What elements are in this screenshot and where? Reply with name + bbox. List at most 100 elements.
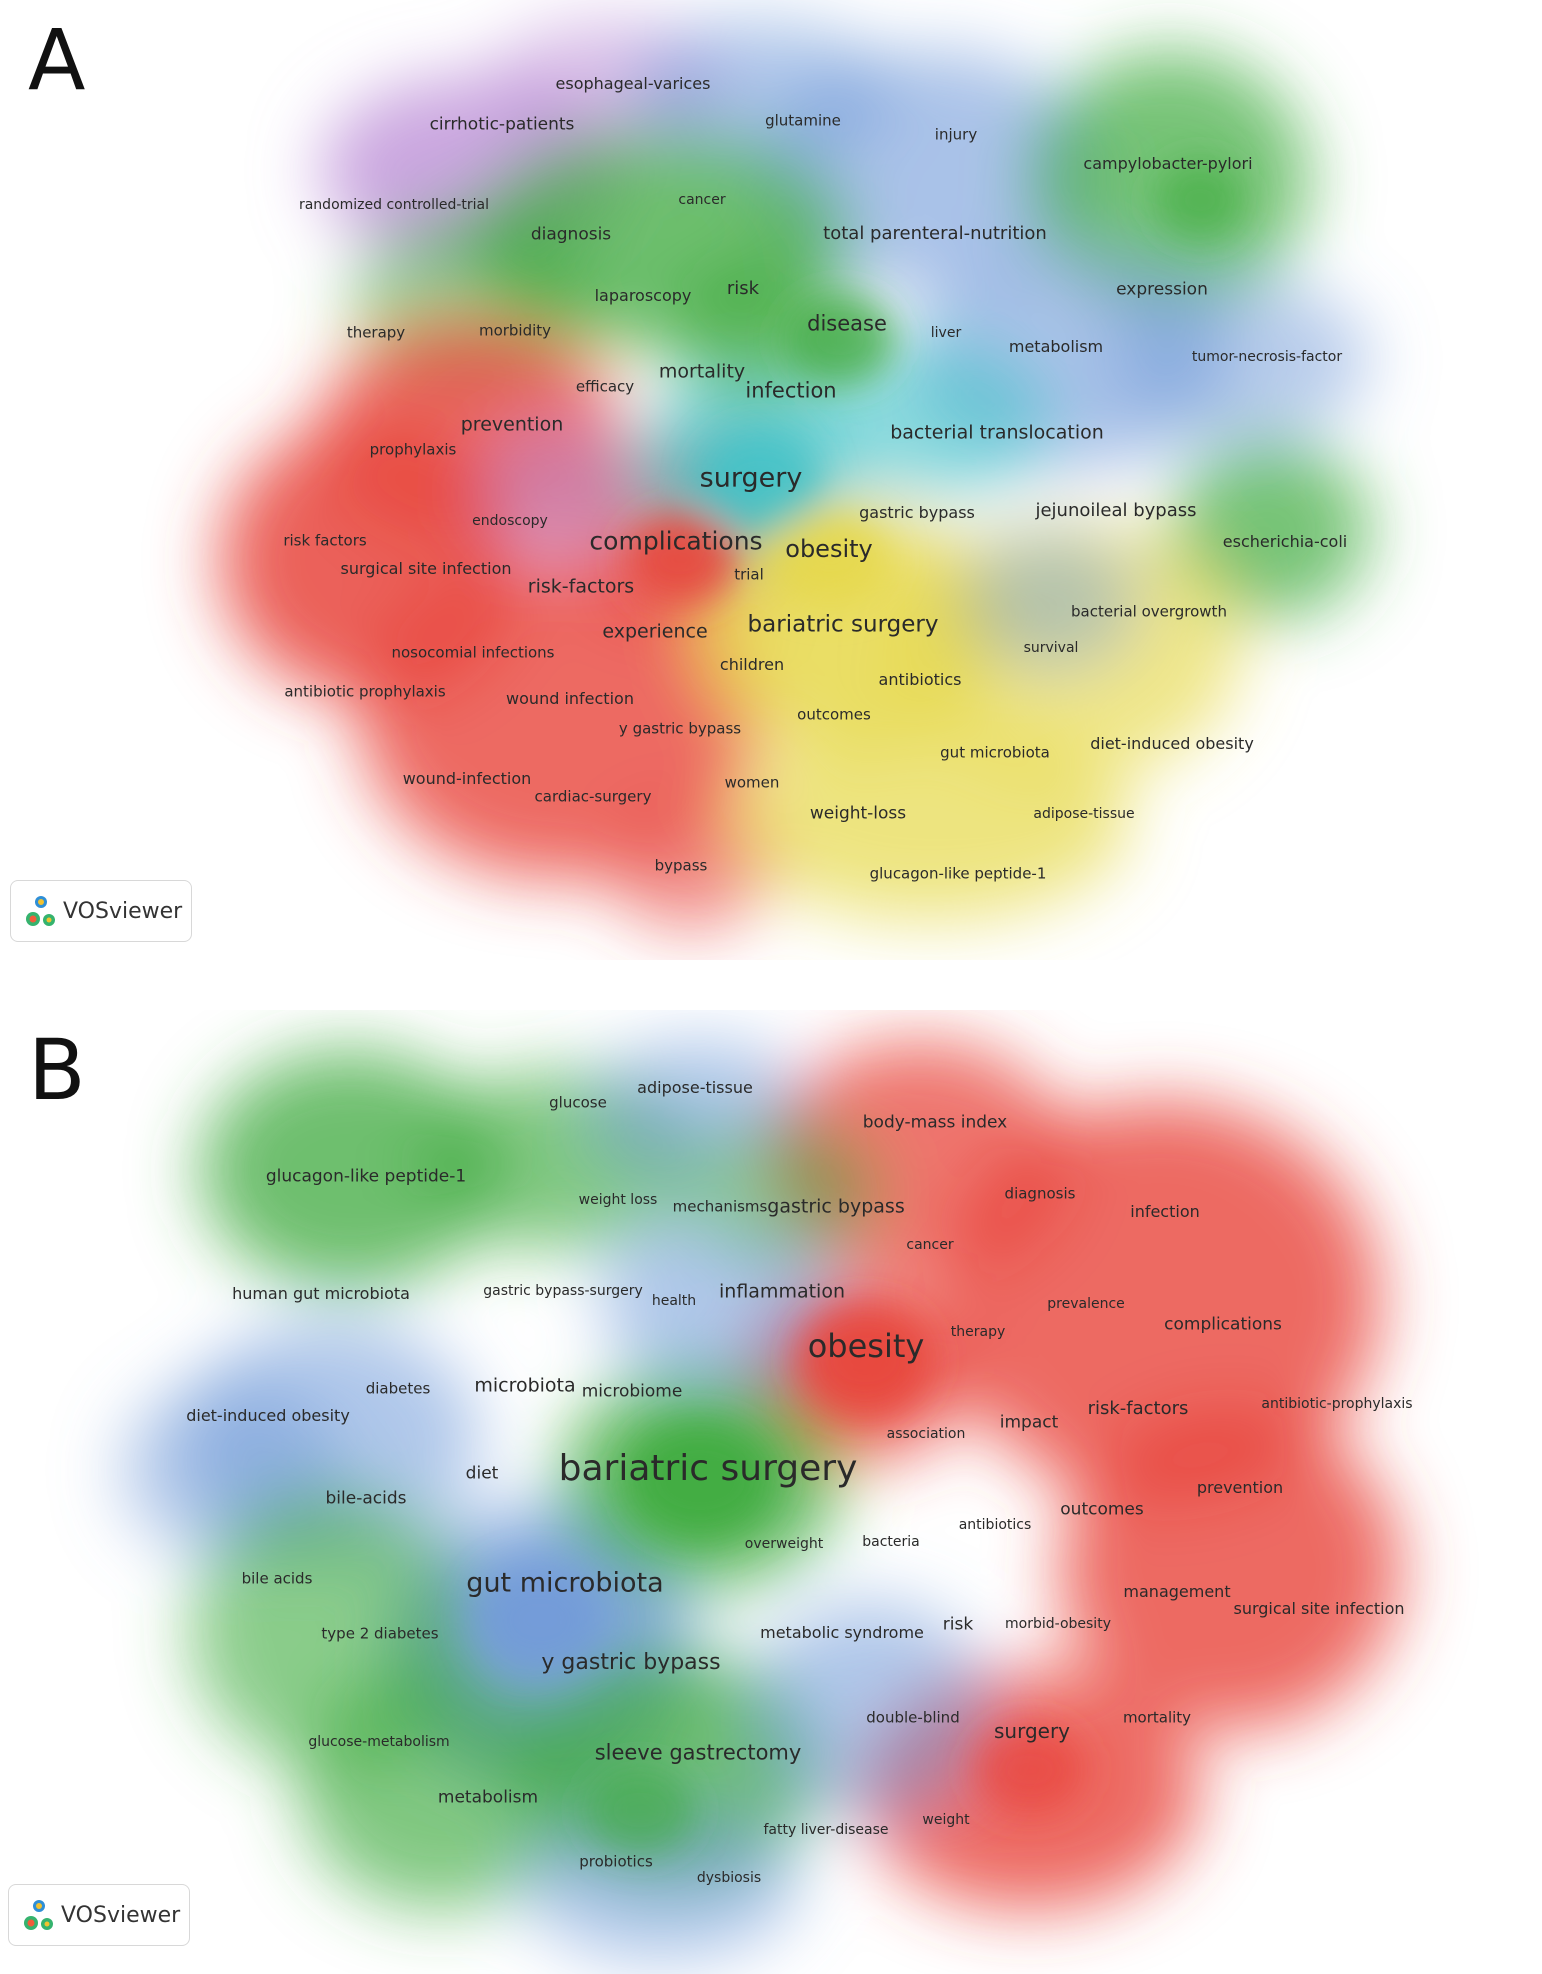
keyword-label: microbiota	[474, 1374, 576, 1397]
keyword-label: morbid-obesity	[1005, 1616, 1111, 1632]
keyword-label: gastric bypass	[859, 503, 975, 522]
density-blob	[625, 1420, 775, 1540]
keyword-label: cancer	[678, 192, 726, 208]
density-blob	[480, 420, 640, 560]
keyword-label: bariatric surgery	[558, 1448, 858, 1489]
keyword-label: obesity	[807, 1327, 925, 1365]
keyword-label: metabolism	[1008, 337, 1104, 356]
keyword-label: adipose-tissue	[637, 1078, 753, 1097]
keyword-label: campylobacter-pylori	[1083, 154, 1253, 173]
density-blob	[1170, 440, 1370, 620]
keyword-label: total parenteral-nutrition	[823, 223, 1047, 244]
density-blob	[800, 1305, 930, 1415]
density-map-b: B adipose-tissue glucose body-mass index gl…	[0, 1010, 1542, 1974]
keyword-label: outcomes	[797, 705, 871, 724]
keyword-label: diet	[465, 1463, 499, 1484]
keyword-label: risk factors	[283, 531, 367, 550]
vosviewer-logo-icon	[26, 896, 55, 926]
keyword-label: glucose-metabolism	[308, 1734, 450, 1750]
keyword-label: mechanisms	[672, 1197, 768, 1216]
keyword-label: wound infection	[506, 689, 634, 708]
keyword-label: y gastric bypass	[541, 1650, 721, 1675]
density-blob	[785, 295, 895, 385]
density-blob	[940, 1100, 1380, 1500]
keyword-label: microbiome	[581, 1381, 683, 1402]
keyword-label: survival	[1023, 640, 1079, 656]
keyword-label: morbidity	[478, 321, 552, 340]
keyword-label: mortality	[658, 360, 746, 383]
density-blob	[360, 560, 760, 880]
density-blob	[1110, 280, 1370, 440]
keyword-label: double-blind	[866, 1708, 960, 1727]
keyword-label: cancer	[906, 1237, 954, 1253]
keyword-label: bacteria	[862, 1534, 920, 1550]
keyword-label: risk	[942, 1614, 974, 1635]
keyword-label: prevalence	[1047, 1296, 1125, 1312]
keyword-label: y gastric bypass	[618, 719, 742, 738]
keyword-label: risk-factors	[1087, 1398, 1189, 1419]
density-blob	[975, 1725, 1085, 1815]
keyword-label: gastric bypass-surgery	[483, 1283, 643, 1299]
density-blobs-a	[220, 20, 1370, 930]
keyword-label: probiotics	[579, 1852, 653, 1871]
keyword-label: inflammation	[719, 1280, 845, 1303]
keyword-label: therapy	[950, 1324, 1006, 1340]
keyword-label: tumor-necrosis-factor	[1191, 349, 1343, 365]
density-blob	[1155, 160, 1245, 240]
panel-label-b: B	[28, 1021, 86, 1119]
keyword-label: cardiac-surgery	[534, 787, 652, 806]
keyword-label: outcomes	[1060, 1499, 1144, 1520]
keyword-label: randomized controlled-trial	[298, 197, 490, 213]
keyword-label: liver	[930, 325, 962, 341]
keyword-label: prevention	[1196, 1478, 1284, 1497]
keyword-label: jejunoileal bypass	[1035, 500, 1197, 521]
keyword-label: adipose-tissue	[1033, 806, 1135, 822]
keyword-label: weight	[922, 1812, 970, 1828]
keyword-label: expression	[1116, 279, 1208, 300]
density-blob	[610, 810, 770, 930]
density-map-a: A esophageal-varices glutamine cirrhotic-p…	[0, 0, 1542, 960]
keyword-label: injury	[934, 125, 978, 144]
density-blob	[200, 1050, 500, 1290]
keyword-label: surgery	[993, 1719, 1071, 1743]
density-blob	[960, 530, 1140, 670]
keyword-label: surgical site infection	[1233, 1599, 1405, 1618]
keyword-label: prophylaxis	[369, 440, 457, 459]
keyword-label: efficacy	[575, 377, 635, 396]
keyword-label: disease	[807, 311, 887, 336]
panel-label-a: A	[28, 11, 86, 109]
keyword-label: health	[651, 1293, 697, 1309]
keyword-label: surgical site infection	[340, 559, 512, 578]
density-blob	[625, 515, 735, 605]
density-blob	[680, 1120, 880, 1260]
keyword-label: diagnosis	[1004, 1184, 1076, 1203]
density-blob	[810, 340, 1050, 500]
keyword-label: children	[719, 655, 785, 674]
keyword-label: diagnosis	[530, 224, 612, 245]
keyword-label: infection	[1130, 1202, 1200, 1221]
keyword-label: risk	[726, 278, 760, 299]
keyword-label: human gut microbiota	[232, 1284, 410, 1303]
keyword-label: antibiotic-prophylaxis	[1261, 1396, 1413, 1412]
keyword-label: mortality	[1122, 1708, 1192, 1727]
density-blob	[750, 1600, 990, 1820]
keyword-label: surgery	[699, 462, 803, 494]
vosviewer-logo-icon	[24, 1900, 53, 1930]
keyword-label: infection	[745, 378, 837, 403]
keyword-label: weight-loss	[809, 803, 907, 824]
keyword-label: bariatric surgery	[747, 611, 939, 638]
keyword-label: diet-induced obesity	[1090, 734, 1254, 753]
keyword-label: bacterial translocation	[890, 421, 1104, 444]
vosviewer-badge: VOSviewer	[8, 1884, 190, 1946]
keyword-label: trial	[734, 565, 764, 584]
keyword-label: complications	[1164, 1314, 1282, 1335]
keyword-label: gut microbiota	[940, 743, 1050, 762]
vosviewer-label: VOSviewer	[61, 1902, 181, 1928]
density-blob	[475, 1565, 605, 1675]
keyword-label: therapy	[346, 323, 406, 342]
density-blob	[730, 720, 1130, 920]
keyword-label: experience	[602, 620, 708, 643]
keyword-label: gut microbiota	[466, 1567, 664, 1599]
keyword-label: association	[886, 1426, 966, 1442]
keyword-label: metabolism	[437, 1787, 539, 1808]
